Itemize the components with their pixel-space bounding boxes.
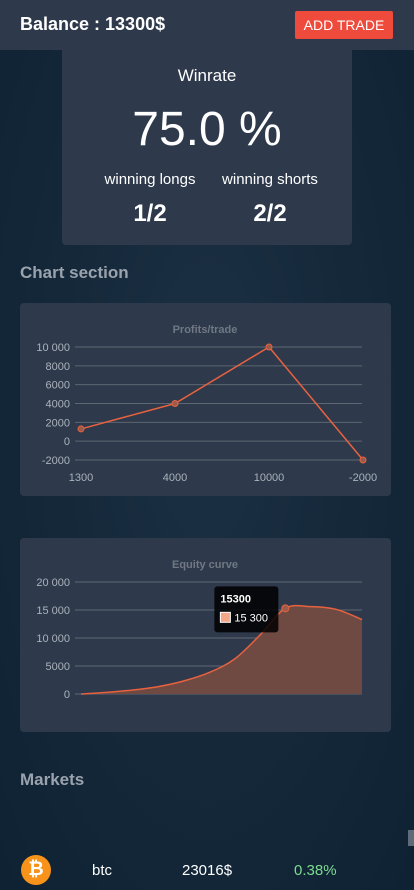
- y-tick-label: 20 000: [36, 577, 70, 589]
- x-tick-label: 4000: [163, 472, 187, 484]
- balance-display: Balance : 13300$: [20, 14, 166, 34]
- tooltip-swatch: [219, 611, 231, 623]
- y-tick-label: 15 000: [36, 605, 70, 617]
- data-point: [171, 400, 179, 407]
- add-trade-button[interactable]: ADD TRADE: [295, 11, 393, 39]
- x-tick-label: 1300: [69, 472, 93, 484]
- market-change: 0.38%: [294, 862, 337, 879]
- chart-title: Equity curve: [172, 559, 238, 571]
- hovered-data-point: [281, 604, 290, 613]
- y-tick-label: 2000: [46, 417, 70, 429]
- equity-chart-card: Equity curve 20 000 15 000 10 000 5000 0 15300…: [20, 538, 391, 732]
- y-tick-label: 6000: [46, 380, 70, 392]
- equity-series-line: [80, 604, 363, 695]
- chart-section-title: Chart section: [20, 263, 129, 282]
- winrate-card: Winrate 75.0 % winning longs winning sho…: [62, 50, 352, 245]
- market-row-btc[interactable]: ₿ btc 23016$ 0.38%: [0, 850, 414, 890]
- winning-shorts-value: 2/2: [253, 200, 287, 227]
- profits-chart-card: Profits/trade 10 000 8000 6000 4000 2000 0 -200…: [20, 303, 391, 496]
- data-point: [359, 456, 367, 464]
- y-tick-label: 10 000: [36, 633, 70, 645]
- y-tick-label: 8000: [46, 361, 70, 373]
- profit-series-line: [80, 346, 364, 461]
- data-point: [77, 425, 85, 433]
- tooltip-title: 15300: [220, 593, 251, 605]
- y-tick-label: -2000: [42, 455, 70, 467]
- y-tick-label: 10 000: [36, 342, 70, 354]
- profits-per-trade-chart: Profits/trade 10 000 8000 6000 4000 2000 0 -200…: [36, 324, 377, 484]
- btc-icon: ₿: [21, 855, 51, 885]
- equity-curve-chart: Equity curve 20 000 15 000 10 000 5000 0 15300…: [36, 559, 363, 701]
- y-tick-label: 0: [64, 689, 70, 701]
- winrate-title: Winrate: [177, 66, 237, 85]
- y-tick-label: 5000: [46, 661, 70, 673]
- winning-longs-label: winning longs: [104, 171, 196, 188]
- tooltip-value: 15 300: [234, 612, 268, 624]
- winning-shorts-label: winning shorts: [222, 171, 318, 188]
- app-header: Balance : 13300$ ADD TRADE: [0, 0, 414, 50]
- equity-area-fill: [81, 605, 362, 694]
- y-tick-label: 0: [64, 436, 70, 448]
- x-tick-label: 10000: [254, 472, 285, 484]
- market-symbol: btc: [92, 862, 113, 879]
- winrate-value: 75.0 %: [132, 103, 282, 156]
- y-tick-label: 4000: [46, 399, 70, 411]
- chart-title: Profits/trade: [173, 324, 238, 336]
- markets-title: Markets: [20, 770, 85, 789]
- x-tick-label: -2000: [349, 472, 377, 484]
- winning-longs-value: 1/2: [133, 200, 167, 227]
- market-price: 23016$: [182, 862, 233, 879]
- scrollbar-thumb[interactable]: [408, 830, 414, 846]
- data-point: [265, 343, 273, 351]
